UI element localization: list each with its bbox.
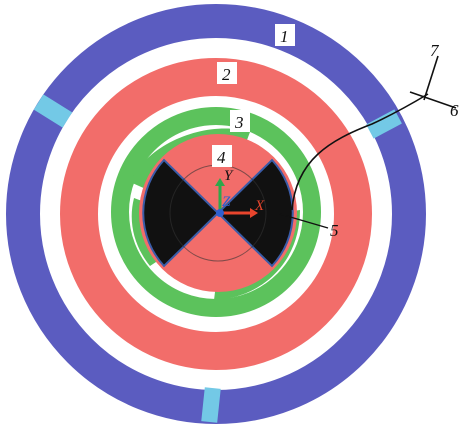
label-4: 4 bbox=[217, 148, 226, 167]
outer-ring-tab-right bbox=[366, 109, 402, 139]
outer-ring-tab-bottom bbox=[201, 387, 221, 423]
label-6: 6 bbox=[450, 101, 459, 120]
axis-x-arrow bbox=[250, 208, 258, 218]
label-2-box bbox=[217, 62, 237, 84]
origin-dot bbox=[216, 209, 224, 217]
label-2: 2 bbox=[222, 65, 231, 84]
wedge-left bbox=[142, 158, 220, 268]
probe-cable bbox=[291, 93, 429, 211]
label-5: 5 bbox=[330, 221, 339, 240]
ring-3 bbox=[111, 107, 321, 317]
axis-x-label: X bbox=[254, 198, 265, 214]
axis-y-arrow bbox=[215, 178, 225, 186]
label-1-box bbox=[275, 24, 295, 46]
axis-y-label: Y bbox=[224, 168, 234, 184]
label-1: 1 bbox=[280, 27, 289, 46]
item-7-line bbox=[423, 55, 439, 101]
label-7: 7 bbox=[430, 41, 440, 60]
leader-5 bbox=[279, 213, 329, 229]
label-4-box bbox=[212, 145, 232, 167]
item-6-line bbox=[409, 91, 457, 109]
outer-ring-tab-left bbox=[33, 94, 73, 128]
label-3: 3 bbox=[234, 113, 244, 132]
axis-z-label: Z bbox=[222, 194, 231, 210]
ring-2 bbox=[60, 58, 372, 370]
label-3-box bbox=[230, 110, 250, 132]
